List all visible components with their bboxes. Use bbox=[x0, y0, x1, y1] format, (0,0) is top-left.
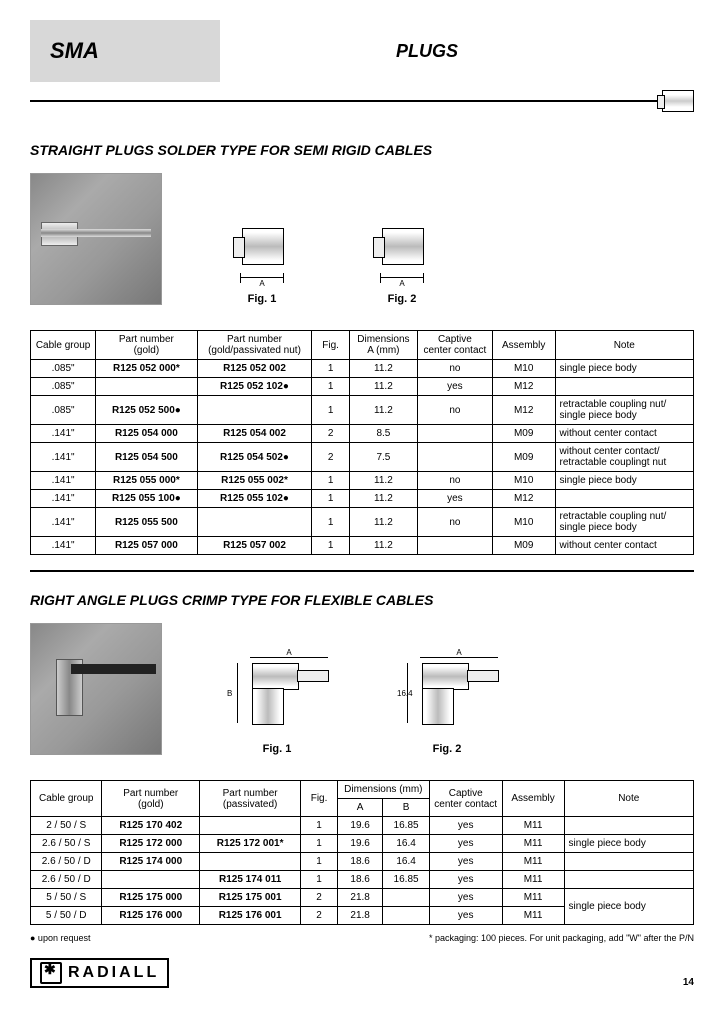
note-packaging: * packaging: 100 pieces. For unit packag… bbox=[429, 933, 694, 943]
table-row: .141"R125 054 500R125 054 502●27.5M09wit… bbox=[31, 443, 694, 472]
th-dim-b: B bbox=[383, 799, 429, 817]
section1-fig1: A Fig. 1 bbox=[222, 218, 302, 305]
table-row: .141"R125 055 000*R125 055 002*111.2noM1… bbox=[31, 472, 694, 490]
table-row: .141"R125 055 500111.2noM10retractable c… bbox=[31, 508, 694, 537]
page-header: SMA PLUGS bbox=[30, 20, 694, 82]
th-fig: Fig. bbox=[312, 331, 349, 360]
th-pn-passivated: Part number (passivated) bbox=[200, 781, 301, 817]
section1-photo bbox=[30, 173, 162, 305]
th-dim-a: A bbox=[337, 799, 382, 817]
footer-bar: RADIALL 14 bbox=[30, 958, 694, 988]
section2-photo bbox=[30, 623, 162, 755]
th-cable-group: Cable group bbox=[31, 781, 102, 817]
table-row: .141"R125 057 000R125 057 002111.2M09wit… bbox=[31, 537, 694, 555]
table-row: 5 / 50 / SR125 175 000R125 175 001221.8y… bbox=[31, 889, 694, 907]
connector-icon bbox=[662, 90, 694, 112]
section2-figures: A B Fig. 1 A 16.4 Fig. 2 bbox=[30, 623, 694, 755]
th-pn-passivated: Part number (gold/passivated nut) bbox=[197, 331, 312, 360]
th-dims: Dimensions (mm) bbox=[337, 781, 429, 799]
note-upon-request: ● upon request bbox=[30, 933, 90, 943]
th-note: Note bbox=[555, 331, 693, 360]
table-row: .085"R125 052 500●111.2noM12retractable … bbox=[31, 396, 694, 425]
th-captive: Captive center contact bbox=[429, 781, 502, 817]
th-dim-a: Dimensions A (mm) bbox=[349, 331, 417, 360]
table-row: .085"R125 052 000*R125 052 002111.2noM10… bbox=[31, 360, 694, 378]
page-title: PLUGS bbox=[160, 41, 694, 62]
th-assembly: Assembly bbox=[492, 331, 555, 360]
section2-title: RIGHT ANGLE PLUGS CRIMP TYPE FOR FLEXIBL… bbox=[30, 592, 694, 608]
th-assembly: Assembly bbox=[502, 781, 564, 817]
th-cable-group: Cable group bbox=[31, 331, 96, 360]
th-captive: Captive center contact bbox=[417, 331, 492, 360]
section1-table: Cable group Part number (gold) Part numb… bbox=[30, 330, 694, 555]
section2-fig2: A 16.4 Fig. 2 bbox=[392, 648, 502, 755]
table-row: .141"R125 055 100●R125 055 102●111.2yesM… bbox=[31, 490, 694, 508]
table-row: 2 / 50 / SR125 170 402119.616.85yesM11 bbox=[31, 817, 694, 835]
section1-title: STRAIGHT PLUGS SOLDER TYPE FOR SEMI RIGI… bbox=[30, 142, 694, 158]
logo-icon bbox=[40, 962, 62, 984]
th-pn-gold: Part number (gold) bbox=[96, 331, 197, 360]
section1-fig2: A Fig. 2 bbox=[362, 218, 442, 305]
section2-table: Cable group Part number (gold) Part numb… bbox=[30, 780, 694, 925]
th-note: Note bbox=[564, 781, 693, 817]
table-row: 2.6 / 50 / DR125 174 000118.616.4yesM11 bbox=[31, 853, 694, 871]
logo-text: RADIALL bbox=[68, 964, 159, 982]
table-row: .141"R125 054 000R125 054 00228.5M09with… bbox=[31, 425, 694, 443]
table-row: 2.6 / 50 / SR125 172 000R125 172 001*119… bbox=[31, 835, 694, 853]
table-row: .085"R125 052 102●111.2yesM12 bbox=[31, 378, 694, 396]
section2-fig1: A B Fig. 1 bbox=[222, 648, 332, 755]
page-number: 14 bbox=[683, 977, 694, 988]
section-separator bbox=[30, 570, 694, 572]
brand-logo: RADIALL bbox=[30, 958, 169, 988]
header-divider bbox=[30, 90, 694, 112]
th-pn-gold: Part number (gold) bbox=[102, 781, 200, 817]
footer-notes: ● upon request * packaging: 100 pieces. … bbox=[30, 933, 694, 943]
th-fig: Fig. bbox=[301, 781, 338, 817]
table-row: 2.6 / 50 / DR125 174 011118.616.85yesM11 bbox=[31, 871, 694, 889]
section1-figures: A Fig. 1 A Fig. 2 bbox=[30, 173, 694, 305]
